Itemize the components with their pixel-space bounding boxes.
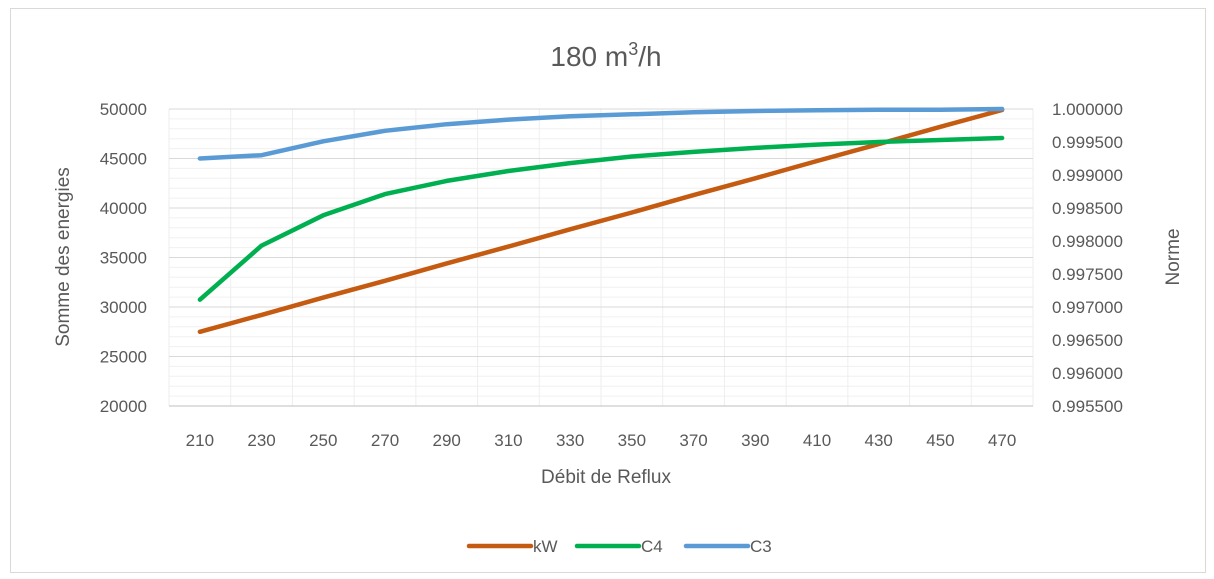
y2-tick-label: 0.995500 — [1052, 397, 1123, 416]
y-tick-label: 35000 — [100, 249, 147, 268]
series-line-kw — [197, 107, 1005, 335]
x-tick-label: 330 — [556, 431, 584, 450]
y-axis-title: Somme des energies — [53, 167, 74, 347]
x-tick-label: 450 — [926, 431, 954, 450]
y-tick-label: 40000 — [100, 199, 147, 218]
legend-label: C3 — [750, 537, 772, 556]
x-tick-label: 270 — [371, 431, 399, 450]
x-tick-label: 290 — [433, 431, 461, 450]
y2-tick-label: 0.998500 — [1052, 199, 1123, 218]
series-lines — [197, 106, 1005, 335]
y-tick-label: 20000 — [100, 397, 147, 416]
y2-tick-label: 0.997000 — [1052, 298, 1123, 317]
y-tick-label: 45000 — [100, 150, 147, 169]
y2-tick-label: 0.998000 — [1052, 232, 1123, 251]
y2-tick-label: 0.997500 — [1052, 265, 1123, 284]
y2-tick-label: 0.996000 — [1052, 364, 1123, 383]
legend: kW C4 C3 — [466, 537, 772, 556]
y2-tick-label: 0.999500 — [1052, 133, 1123, 152]
chart-title: 180 m3/h — [550, 39, 661, 72]
legend-label: C4 — [641, 537, 663, 556]
y-tick-label: 30000 — [100, 298, 147, 317]
x-tick-label: 350 — [618, 431, 646, 450]
x-tick-label: 410 — [803, 431, 831, 450]
y2-tick-label: 0.996500 — [1052, 331, 1123, 350]
x-tick-label: 250 — [309, 431, 337, 450]
y2-tick-label: 0.999000 — [1052, 166, 1123, 185]
y-tick-label: 25000 — [100, 348, 147, 367]
series-line-c3 — [197, 106, 1005, 161]
x-axis-title: Débit de Reflux — [541, 467, 671, 488]
x-tick-label: 210 — [186, 431, 214, 450]
y-tick-label: 50000 — [100, 100, 147, 119]
x-tick-label: 370 — [679, 431, 707, 450]
gridlines — [168, 108, 1034, 407]
legend-label: kW — [533, 537, 558, 556]
y2-axis-title: Norme — [1163, 228, 1184, 285]
x-tick-label: 430 — [865, 431, 893, 450]
y2-tick-label: 1.000000 — [1052, 100, 1123, 119]
series-line-c4 — [197, 135, 1005, 302]
x-tick-label: 390 — [741, 431, 769, 450]
x-tick-label: 310 — [494, 431, 522, 450]
axes: 20000 25000 30000 35000 40000 45000 50000 0.995… — [100, 100, 1123, 450]
x-tick-label: 470 — [988, 431, 1016, 450]
x-tick-label: 230 — [247, 431, 275, 450]
